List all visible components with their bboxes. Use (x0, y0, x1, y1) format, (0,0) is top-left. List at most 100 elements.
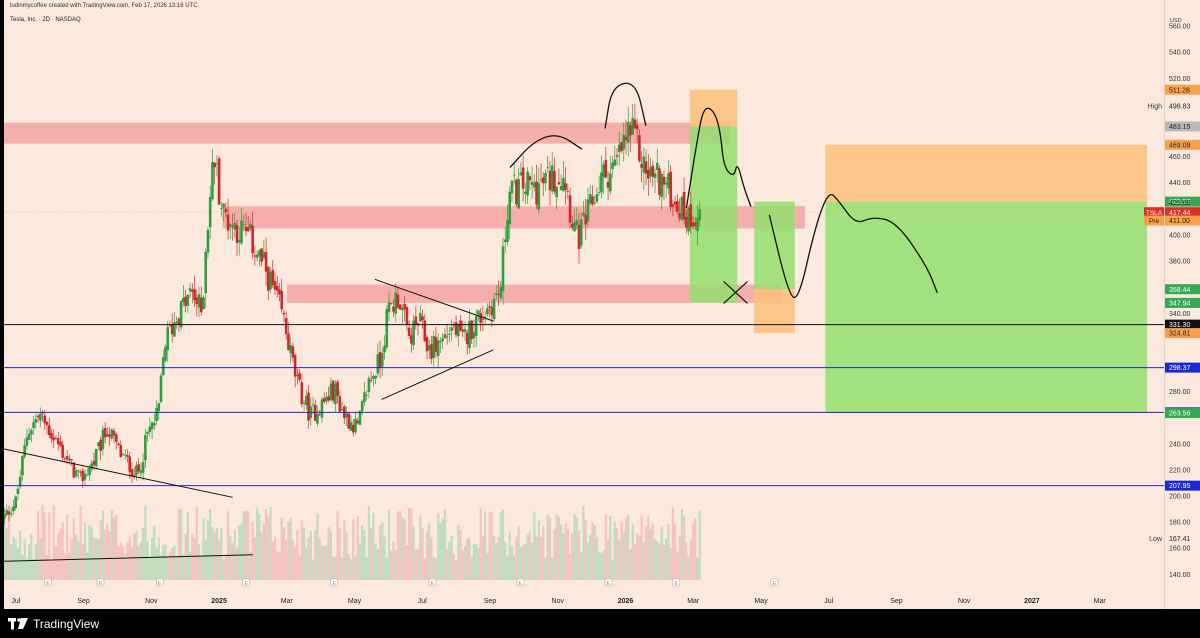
volume-bar (609, 516, 612, 580)
candle-body (88, 467, 91, 475)
volume-bar (394, 549, 397, 580)
event-marker (242, 578, 250, 587)
candle-body (103, 427, 107, 438)
volume-bar (515, 536, 518, 580)
volume-bar (276, 551, 279, 580)
candle-body (349, 422, 353, 431)
event-marker-letter: E (158, 581, 162, 587)
volume-bar (466, 538, 469, 580)
volume-bar (150, 537, 154, 580)
volume-bar (202, 518, 205, 580)
candle-body (541, 177, 545, 184)
candle-body (5, 509, 9, 515)
volume-bar (285, 539, 288, 580)
volume-bar (352, 519, 355, 580)
candle-body (305, 396, 308, 406)
volume-bar (99, 520, 102, 580)
high-label: High (1148, 104, 1163, 111)
event-marker-letter: E (519, 581, 523, 587)
candle-body (638, 135, 641, 162)
candle-body (640, 164, 643, 168)
candle-body (204, 251, 208, 294)
candle-body (146, 431, 149, 434)
candle-body (360, 401, 364, 412)
volume-bar (441, 518, 444, 580)
candle-body (244, 226, 248, 232)
volume-bar (226, 511, 230, 580)
candle-body (539, 179, 543, 181)
candle-body (224, 208, 228, 213)
volume-bar (142, 527, 145, 580)
candle-body (457, 323, 460, 337)
volume-bar (660, 526, 663, 580)
volume-bar (182, 554, 185, 580)
candle-body (577, 225, 581, 250)
volume-bar (74, 534, 78, 580)
volume-bar (651, 523, 654, 580)
volume-bar (206, 520, 210, 580)
volume-bar (698, 510, 701, 580)
drawing-projection (768, 194, 938, 299)
candle-body (14, 496, 18, 509)
candle-body (74, 470, 78, 477)
price-tick-label: 160.00 (1169, 546, 1191, 553)
volume-bar (539, 536, 543, 580)
volume-bar (544, 558, 547, 580)
volume-bar (647, 515, 650, 580)
volume-bar (256, 508, 259, 580)
event-marker-letter: E (46, 581, 50, 587)
candle-body (575, 220, 579, 226)
event-marker (428, 578, 437, 587)
volume-bar (320, 545, 324, 580)
candle-body (32, 422, 35, 428)
volume-bar (311, 559, 315, 580)
chart-credit: ludinmycoffee created with TradingView.c… (10, 3, 198, 9)
time-tick-label: May (348, 598, 362, 605)
candle-body (376, 354, 380, 374)
candle-body (92, 460, 96, 465)
volume-bar (432, 557, 435, 580)
volume-bar (52, 505, 55, 580)
candle-body (443, 334, 447, 339)
volume-bar (629, 549, 632, 580)
event-marker (330, 578, 339, 587)
time-axis[interactable]: Jul Sep Nov 2025 Mar May Jul Sep Nov 2026 Mar May Ju… (4, 590, 1164, 609)
candle-body (347, 413, 351, 429)
volume-bar (423, 558, 426, 580)
candle-body (25, 437, 29, 446)
volume-bar (54, 546, 58, 580)
chart-area[interactable]: E E E E E E E E E E High Low TSLA Pre ludinmycoffee c… (1, 0, 1164, 609)
volume-bar (524, 544, 527, 580)
candle-body (258, 250, 261, 257)
volume-bar (32, 558, 35, 580)
volume-bar (459, 530, 462, 580)
volume-bar (271, 541, 274, 580)
volume-bar (267, 516, 270, 580)
candle-body (673, 201, 677, 205)
tradingview-logo[interactable]: TradingView (8, 617, 99, 631)
volume-bar (649, 528, 652, 580)
candle-body (123, 454, 127, 456)
price-tag-label: 331.30 (1169, 322, 1191, 329)
price-axis[interactable]: USD 140.00 160.00 180.00 200.00 220.00 240.00 2… (1164, 0, 1200, 609)
candle-body (459, 320, 462, 331)
candle-body (249, 223, 252, 229)
volume-bar (173, 545, 176, 580)
candle-body (463, 329, 467, 333)
price-tag (1165, 207, 1200, 218)
volume-bar (83, 522, 87, 580)
volume-bar (164, 544, 167, 580)
candle-body (233, 222, 237, 230)
volume-bar (381, 522, 384, 580)
price-tag (1165, 408, 1200, 419)
price-tag-label: 324.81 (1169, 331, 1191, 338)
stop-zone-2 (754, 289, 795, 334)
volume-bar (640, 515, 643, 580)
volume-bar (495, 543, 498, 580)
stop-zone-1 (689, 89, 738, 127)
candle-body (517, 178, 520, 209)
time-tick-label: 2025 (211, 598, 227, 605)
volume-bar (41, 505, 44, 580)
volume-bar (166, 557, 169, 580)
candle-body (206, 229, 210, 253)
